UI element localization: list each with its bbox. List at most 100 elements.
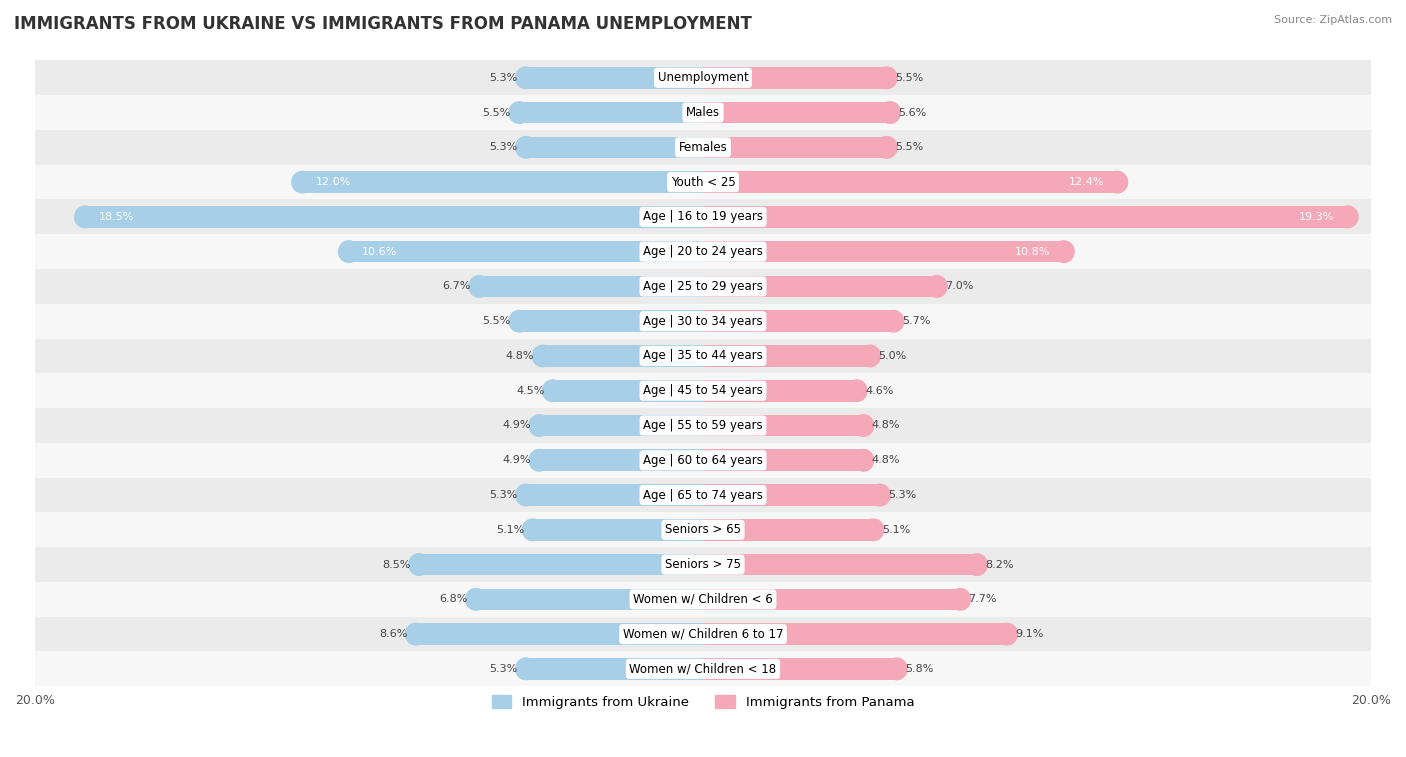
Circle shape	[880, 101, 900, 123]
Bar	[703, 206, 1348, 228]
Text: Age | 65 to 74 years: Age | 65 to 74 years	[643, 488, 763, 502]
Text: 5.3%: 5.3%	[889, 490, 917, 500]
Bar	[419, 554, 703, 575]
Bar	[703, 484, 880, 506]
Text: Age | 16 to 19 years: Age | 16 to 19 years	[643, 210, 763, 223]
Bar	[35, 234, 1371, 269]
Bar	[35, 373, 1371, 408]
Text: Age | 45 to 54 years: Age | 45 to 54 years	[643, 385, 763, 397]
Text: Age | 25 to 29 years: Age | 25 to 29 years	[643, 280, 763, 293]
Text: Unemployment: Unemployment	[658, 71, 748, 84]
Bar	[553, 380, 703, 401]
Text: Males: Males	[686, 106, 720, 119]
Text: 4.8%: 4.8%	[872, 455, 900, 466]
Circle shape	[853, 450, 873, 471]
Circle shape	[522, 519, 543, 540]
Text: Youth < 25: Youth < 25	[671, 176, 735, 188]
Text: Source: ZipAtlas.com: Source: ZipAtlas.com	[1274, 15, 1392, 25]
Bar	[703, 623, 1007, 645]
Circle shape	[405, 623, 426, 645]
Text: Seniors > 75: Seniors > 75	[665, 558, 741, 571]
Circle shape	[529, 415, 550, 436]
Text: 4.6%: 4.6%	[865, 386, 893, 396]
Bar	[703, 450, 863, 471]
Circle shape	[516, 484, 536, 506]
Bar	[35, 547, 1371, 582]
Bar	[540, 415, 703, 436]
Bar	[35, 200, 1371, 234]
Text: 8.2%: 8.2%	[986, 559, 1014, 569]
Circle shape	[529, 450, 550, 471]
Text: 19.3%: 19.3%	[1299, 212, 1334, 222]
Bar	[84, 206, 703, 228]
Text: Age | 55 to 59 years: Age | 55 to 59 years	[643, 419, 763, 432]
Circle shape	[883, 310, 904, 332]
Bar	[35, 61, 1371, 95]
Text: 10.6%: 10.6%	[363, 247, 398, 257]
Circle shape	[468, 276, 489, 298]
Text: Seniors > 65: Seniors > 65	[665, 523, 741, 536]
Bar	[475, 588, 703, 610]
Bar	[703, 171, 1118, 193]
Bar	[479, 276, 703, 298]
Bar	[35, 652, 1371, 687]
Circle shape	[465, 588, 486, 610]
Bar	[35, 617, 1371, 652]
Text: 5.5%: 5.5%	[896, 142, 924, 152]
Text: 5.6%: 5.6%	[898, 107, 927, 117]
Text: 6.8%: 6.8%	[439, 594, 468, 604]
Circle shape	[75, 206, 96, 228]
Circle shape	[509, 101, 530, 123]
Bar	[519, 310, 703, 332]
Legend: Immigrants from Ukraine, Immigrants from Panama: Immigrants from Ukraine, Immigrants from…	[486, 690, 920, 714]
Text: 5.7%: 5.7%	[901, 316, 931, 326]
Text: 5.5%: 5.5%	[482, 107, 510, 117]
Text: 5.5%: 5.5%	[482, 316, 510, 326]
Circle shape	[339, 241, 360, 263]
Text: 4.9%: 4.9%	[502, 420, 531, 431]
Circle shape	[1053, 241, 1074, 263]
Text: 8.5%: 8.5%	[382, 559, 411, 569]
Bar	[703, 345, 870, 366]
Bar	[703, 380, 856, 401]
Text: IMMIGRANTS FROM UKRAINE VS IMMIGRANTS FROM PANAMA UNEMPLOYMENT: IMMIGRANTS FROM UKRAINE VS IMMIGRANTS FR…	[14, 15, 752, 33]
Circle shape	[876, 136, 897, 158]
Bar	[35, 443, 1371, 478]
Circle shape	[927, 276, 948, 298]
Bar	[526, 658, 703, 680]
Circle shape	[533, 345, 553, 366]
Circle shape	[543, 380, 562, 401]
Text: Age | 35 to 44 years: Age | 35 to 44 years	[643, 350, 763, 363]
Bar	[526, 136, 703, 158]
Text: 5.3%: 5.3%	[489, 664, 517, 674]
Bar	[519, 101, 703, 123]
Text: 12.4%: 12.4%	[1069, 177, 1104, 187]
Circle shape	[950, 588, 970, 610]
Circle shape	[846, 380, 868, 401]
Text: 4.8%: 4.8%	[872, 420, 900, 431]
Circle shape	[516, 67, 536, 89]
Text: 9.1%: 9.1%	[1015, 629, 1043, 639]
Text: 18.5%: 18.5%	[98, 212, 134, 222]
Circle shape	[292, 171, 312, 193]
Bar	[543, 345, 703, 366]
Bar	[703, 67, 887, 89]
Bar	[703, 658, 897, 680]
Text: 5.8%: 5.8%	[905, 664, 934, 674]
Text: Females: Females	[679, 141, 727, 154]
Circle shape	[863, 519, 884, 540]
Bar	[703, 588, 960, 610]
Bar	[703, 276, 936, 298]
Text: 4.9%: 4.9%	[502, 455, 531, 466]
Bar	[416, 623, 703, 645]
Bar	[703, 241, 1064, 263]
Text: 5.5%: 5.5%	[896, 73, 924, 83]
Text: 7.0%: 7.0%	[945, 282, 973, 291]
Circle shape	[859, 345, 880, 366]
Circle shape	[886, 658, 907, 680]
Circle shape	[997, 623, 1018, 645]
Text: Age | 30 to 34 years: Age | 30 to 34 years	[643, 315, 763, 328]
Bar	[703, 554, 977, 575]
Bar	[35, 95, 1371, 130]
Bar	[35, 165, 1371, 200]
